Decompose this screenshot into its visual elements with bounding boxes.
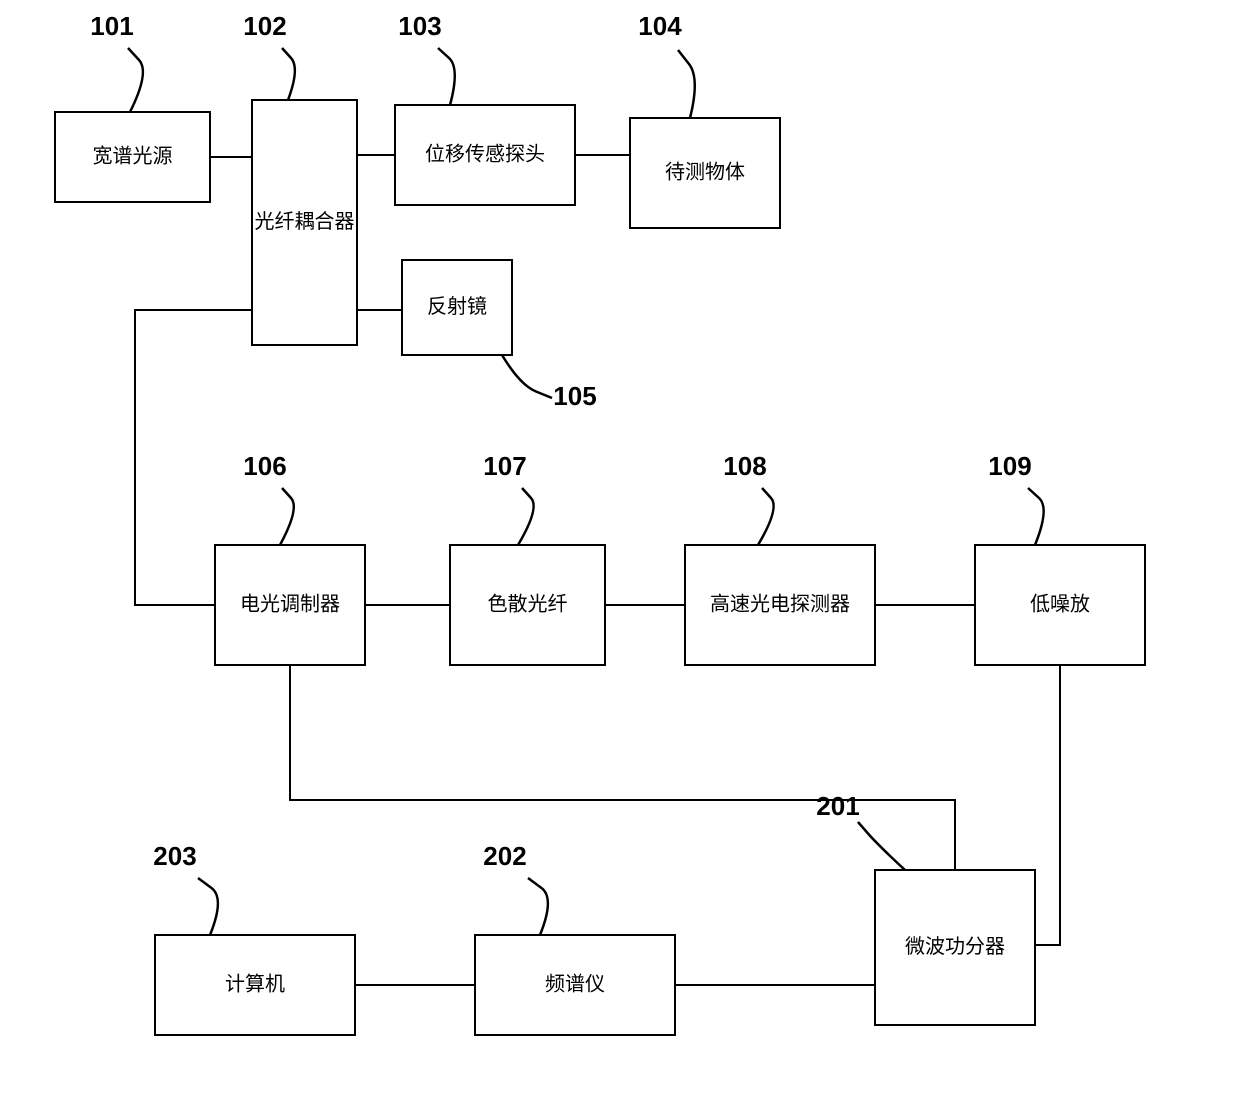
leader-b106 [280, 488, 294, 545]
block-label-b108: 高速光电探测器 [710, 592, 850, 615]
leader-b102 [282, 48, 295, 100]
block-label-b109: 低噪放 [1030, 592, 1090, 615]
block-label-b105: 反射镜 [427, 295, 487, 318]
callout-b106: 106 [243, 451, 286, 481]
callout-b105: 105 [553, 381, 596, 411]
block-label-b103: 位移传感探头 [425, 142, 545, 165]
block-label-b201: 微波功分器 [905, 935, 1005, 958]
callout-b201: 201 [816, 791, 859, 821]
block-label-b203: 计算机 [225, 972, 285, 995]
leader-b105 [502, 355, 552, 398]
callout-b101: 101 [90, 11, 133, 41]
leader-b101 [128, 48, 143, 112]
callout-b109: 109 [988, 451, 1031, 481]
block-label-b106: 电光调制器 [240, 592, 340, 615]
leader-b108 [758, 488, 774, 545]
leader-b202 [528, 878, 548, 935]
callout-b107: 107 [483, 451, 526, 481]
block-label-b202: 频谱仪 [545, 972, 605, 995]
leader-b107 [518, 488, 534, 545]
block-label-b101: 宽谱光源 [93, 144, 173, 167]
callout-b102: 102 [243, 11, 286, 41]
leader-b201 [858, 822, 905, 870]
block-label-b107: 色散光纤 [488, 592, 568, 615]
callout-b103: 103 [398, 11, 441, 41]
leader-b104 [678, 50, 695, 118]
block-label-b104: 待测物体 [665, 160, 745, 183]
leader-b103 [438, 48, 455, 105]
callout-b108: 108 [723, 451, 766, 481]
diagram-canvas: 宽谱光源光纤耦合器 位移传感探头待测物体反射镜电光调制器 色散光纤 高速光电探测器 低噪… [0, 0, 1240, 1096]
block-label-b102: 光纤耦合器 [255, 210, 355, 233]
leader-b203 [198, 878, 218, 935]
callout-b203: 203 [153, 841, 196, 871]
callout-b104: 104 [638, 11, 682, 41]
callout-b202: 202 [483, 841, 526, 871]
leader-b109 [1028, 488, 1044, 545]
